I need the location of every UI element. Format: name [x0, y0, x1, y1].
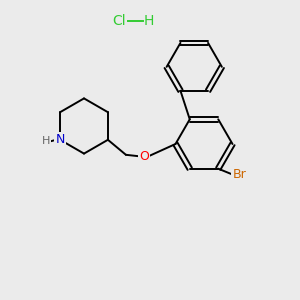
Text: Br: Br [232, 168, 246, 181]
Text: O: O [139, 150, 149, 163]
Text: H: H [143, 14, 154, 28]
Text: N: N [56, 133, 65, 146]
Text: Cl: Cl [112, 14, 126, 28]
Text: H: H [42, 136, 50, 146]
